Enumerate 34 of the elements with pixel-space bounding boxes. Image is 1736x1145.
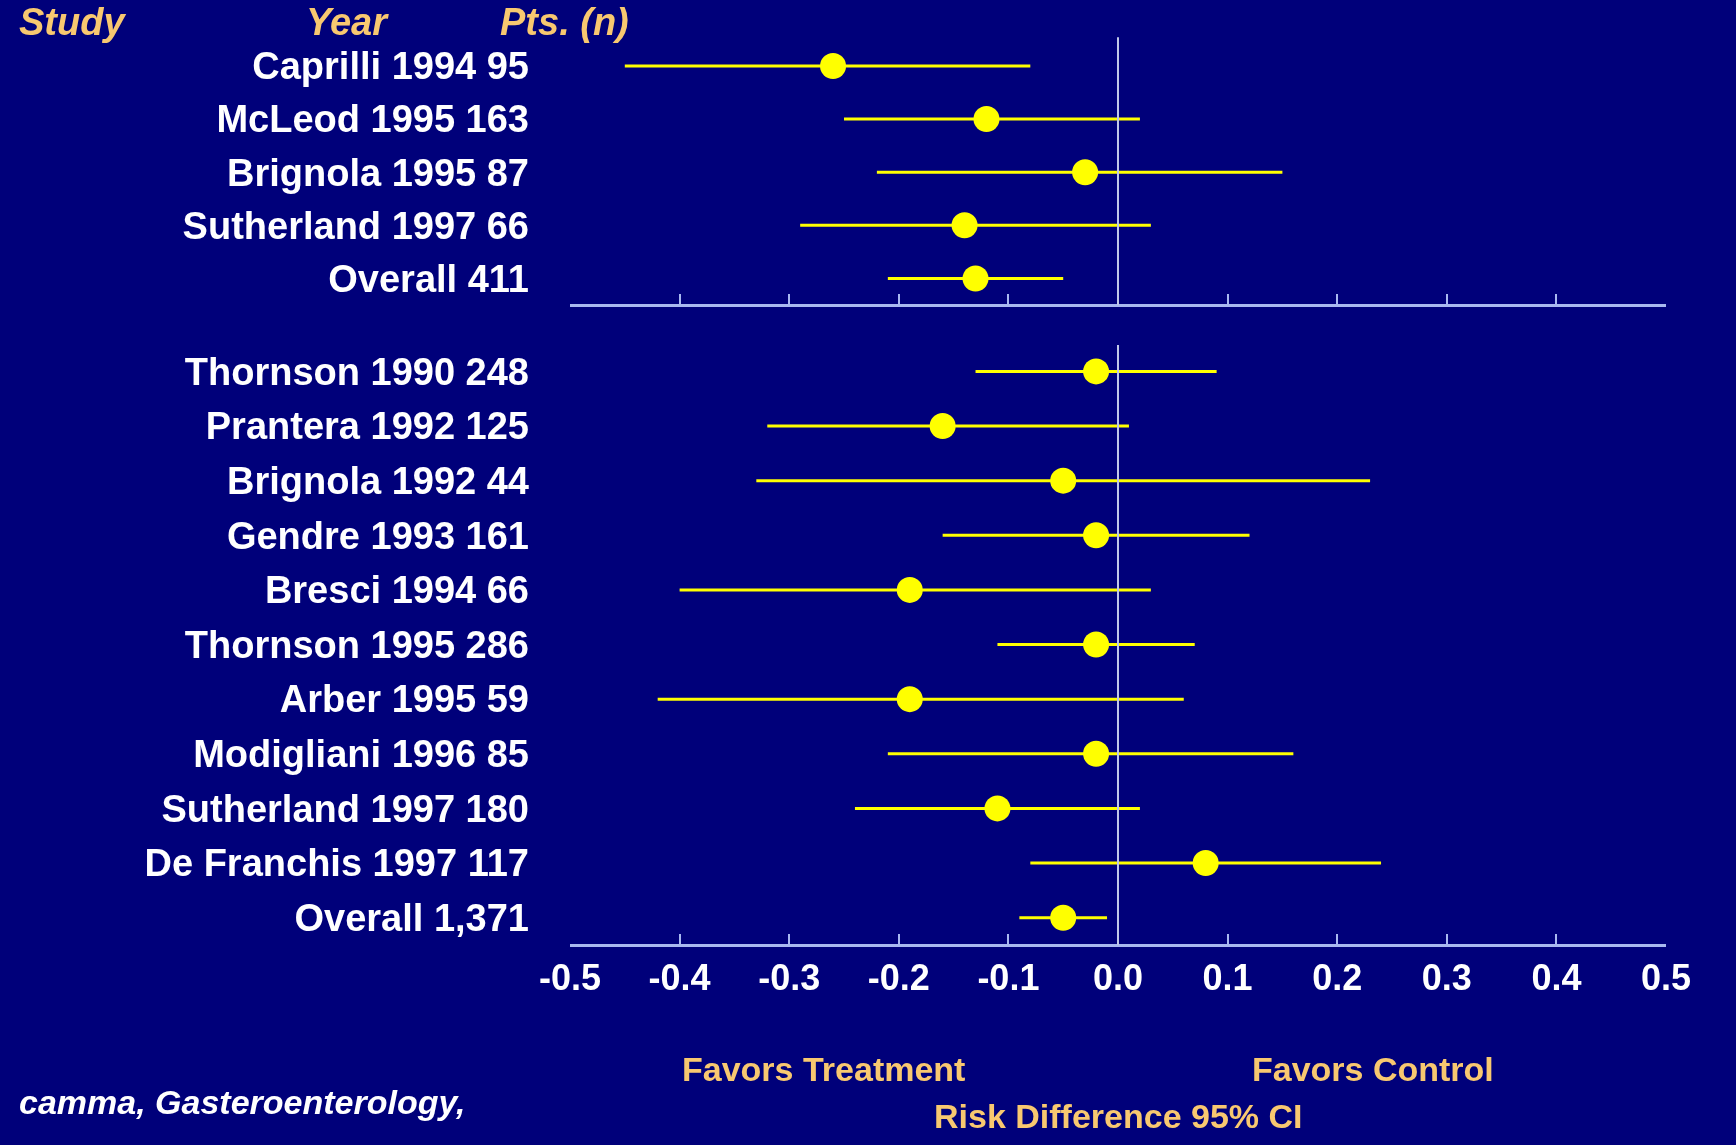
y-tick-label: Sutherland 1997 66 — [182, 204, 529, 247]
y-tick-label: Overall 411 — [328, 257, 529, 300]
text: Study — [19, 1, 127, 43]
text: camma, Gasteroenterology, — [19, 1083, 466, 1121]
x-tick-label: 0.3 — [1421, 957, 1472, 999]
x-tick-label: -0.5 — [538, 957, 602, 999]
x-tick-label: 0.4 — [1531, 957, 1582, 999]
text: Favors Control — [1252, 1050, 1494, 1088]
x-tick-label: -0.1 — [977, 957, 1040, 999]
y-tick-label: Modigliani 1996 85 — [193, 733, 529, 776]
y-tick-label: Thornson 1995 286 — [184, 623, 529, 666]
annotation: Pts. (n) — [500, 1, 629, 43]
x-tick-label: -0.3 — [758, 957, 821, 999]
y-tick-label: Sutherland 1997 180 — [161, 787, 529, 830]
x-tick-label: -0.2 — [867, 957, 930, 999]
y-tick-label: Gendre 1993 161 — [226, 514, 529, 557]
y-tick-label: McLeod 1995 163 — [216, 98, 529, 141]
x-tick-label: 0.0 — [1092, 957, 1144, 999]
x-axis-title: Risk Difference 95% CI — [934, 1097, 1303, 1135]
x-tick-label: -0.4 — [648, 957, 711, 999]
y-tick-label: Overall 1,371 — [294, 896, 529, 939]
text: Year — [306, 1, 390, 43]
y-tick-label: Caprilli 1994 95 — [252, 45, 529, 88]
text: Favors Treatment — [682, 1050, 966, 1088]
y-tick-label: Bresci 1994 66 — [264, 569, 529, 612]
x-tick-label: 0.2 — [1312, 957, 1363, 999]
y-tick-label: Brignola 1995 87 — [226, 151, 529, 194]
y-tick-label: De Franchis 1997 117 — [144, 842, 529, 885]
x-tick-label: 0.1 — [1202, 957, 1253, 999]
y-tick-label: Thornson 1990 248 — [184, 350, 529, 393]
y-tick-label: Arber 1995 59 — [279, 678, 529, 721]
y-tick-label: Prantera 1992 125 — [205, 405, 529, 448]
x-tick-label: 0.5 — [1640, 957, 1692, 999]
y-tick-label: Brignola 1992 44 — [226, 459, 529, 502]
